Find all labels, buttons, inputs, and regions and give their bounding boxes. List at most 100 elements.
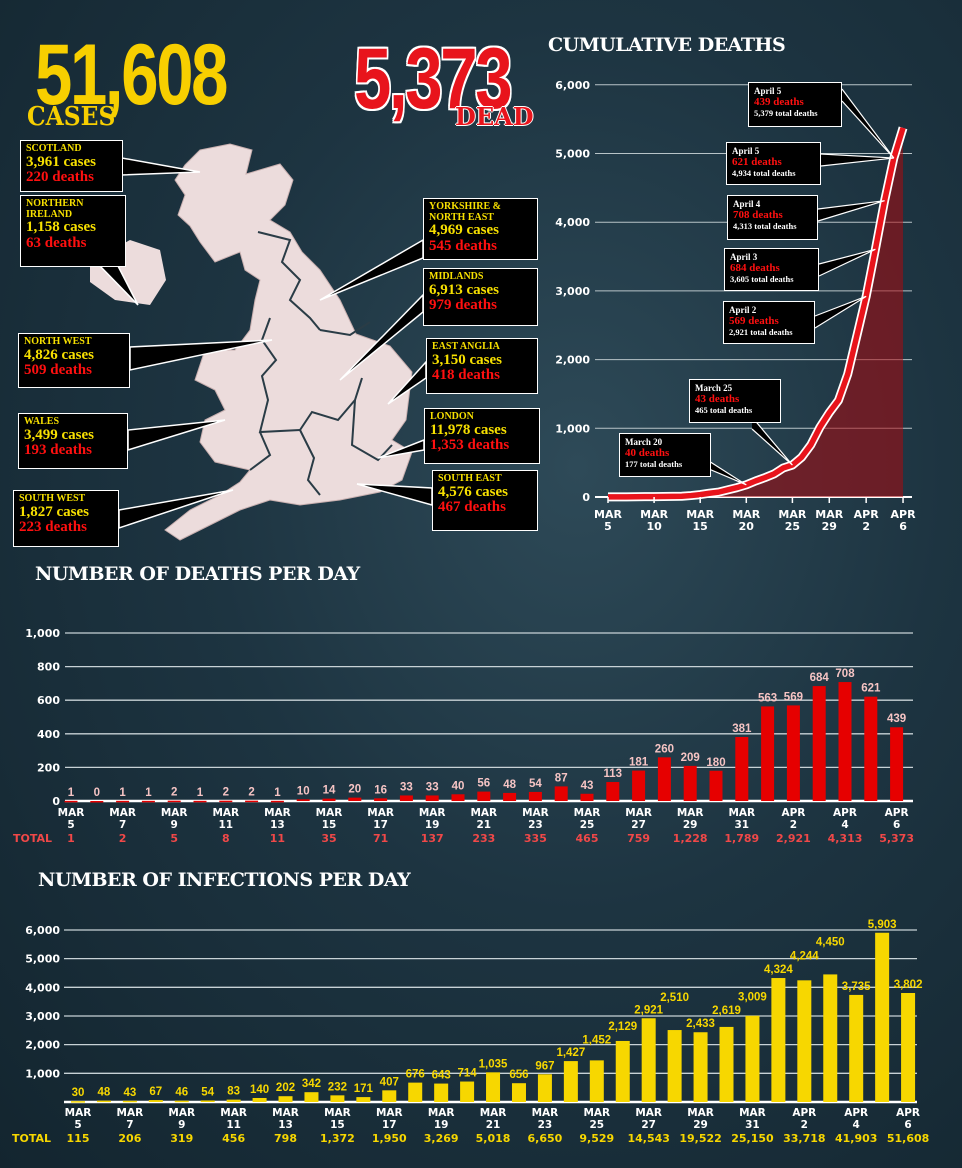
bar-value-label: 1,427	[556, 1047, 585, 1059]
y-tick-label: 200	[37, 761, 60, 774]
bar-value-label: 140	[250, 1084, 269, 1096]
x-tick-day: 6	[893, 819, 900, 831]
y-tick-label: 3,000	[555, 285, 590, 298]
annotation-deaths: 43 deaths	[695, 393, 740, 406]
annotation-march-25: March 25 43 deaths 465 total deaths	[689, 379, 781, 423]
x-tick-day: 25	[589, 1119, 604, 1131]
bar	[64, 800, 78, 803]
x-tick-month: MAR	[58, 807, 85, 819]
bar-value-label: 621	[861, 683, 881, 695]
bar	[71, 1101, 85, 1103]
bar	[875, 932, 890, 1102]
x-tick-total: 71	[373, 832, 388, 845]
bar-value-label: 967	[535, 1060, 554, 1072]
region-cases: 6,913 cases	[429, 281, 499, 298]
y-tick-label: 0	[52, 795, 60, 808]
annotation-deaths: 439 deaths	[754, 96, 804, 109]
bar-value-label: 83	[227, 1086, 240, 1098]
annotation-april-2: April 2 569 deaths 2,921 total deaths	[723, 301, 815, 344]
region-callout-london: LONDON 11,978 cases 1,353 deaths	[424, 408, 540, 464]
x-tick-day: 21	[476, 819, 491, 831]
bar-value-label: 67	[149, 1086, 162, 1098]
x-tick-total: 465	[576, 832, 599, 845]
x-tick-day: 15	[330, 1119, 345, 1131]
bar	[719, 1026, 734, 1102]
x-tick-day: 29	[822, 520, 837, 533]
bar	[270, 800, 284, 803]
x-tick-month: MAR	[109, 807, 136, 819]
region-callout-wales: WALES 3,499 cases 193 deaths	[18, 413, 128, 469]
bar	[245, 800, 259, 803]
x-tick-month: MAR	[732, 508, 760, 521]
x-tick-month: MAR	[65, 1107, 92, 1119]
annotation-leader	[817, 200, 885, 222]
x-tick-day: 20	[739, 520, 755, 533]
x-tick-total: 41,903	[835, 1132, 877, 1145]
bar-value-label: 40	[452, 780, 465, 792]
bar-value-label: 708	[835, 668, 855, 680]
region-deaths: 545 deaths	[429, 237, 497, 254]
bar	[122, 1100, 137, 1103]
bar	[745, 1015, 760, 1102]
x-tick-month: MAR	[522, 807, 549, 819]
bar	[219, 800, 233, 803]
bar	[823, 974, 838, 1102]
x-tick-day: 5	[74, 1119, 81, 1131]
bar-value-label: 171	[354, 1083, 374, 1095]
y-tick-label: 1,000	[25, 627, 60, 640]
x-tick-total: 456	[222, 1132, 245, 1145]
region-cases: 3,961 cases	[26, 153, 96, 170]
bar-value-label: 43	[123, 1087, 136, 1099]
bar-value-label: 48	[98, 1087, 111, 1099]
x-tick-total: 233	[472, 832, 495, 845]
x-tick-day: 11	[218, 819, 233, 831]
bar-value-label: 30	[72, 1087, 85, 1099]
region-deaths: 418 deaths	[432, 367, 500, 384]
bar	[632, 770, 646, 801]
annotation-deaths: 708 deaths	[733, 209, 783, 222]
bar-value-label: 4,450	[816, 936, 845, 948]
bar-value-label: 1,035	[479, 1058, 508, 1070]
region-deaths: 193 deaths	[24, 442, 92, 459]
bar	[477, 791, 491, 801]
annotation-date: April 4	[733, 199, 761, 209]
x-tick-day: 2	[862, 520, 870, 533]
x-tick-month: APR	[896, 1107, 920, 1119]
region-deaths: 979 deaths	[429, 297, 497, 314]
bar-value-label: 10	[297, 785, 310, 797]
bar	[786, 705, 800, 801]
x-tick-day: 7	[126, 1119, 133, 1131]
region-name: SOUTH WEST	[19, 493, 86, 504]
bar	[864, 696, 878, 801]
x-tick-total: 2	[119, 832, 127, 845]
x-tick-day: 2	[801, 1119, 808, 1131]
annotation-leader	[818, 248, 876, 277]
bar	[356, 1097, 371, 1102]
bar-value-label: 3,735	[842, 981, 871, 993]
cumulative-line	[608, 127, 906, 500]
bar-value-label: 1,452	[582, 1034, 611, 1046]
bar-value-label: 2	[223, 787, 229, 799]
x-tick-total: 1,228	[673, 832, 708, 845]
x-tick-month: MAR	[778, 508, 806, 521]
bar-value-label: 2,129	[608, 1021, 637, 1033]
x-tick-day: 13	[278, 1119, 293, 1131]
y-tick-label: 400	[37, 728, 60, 741]
bar	[511, 1083, 526, 1102]
x-tick-day: 17	[373, 819, 388, 831]
bar-value-label: 20	[348, 784, 361, 796]
region-cases: 1,158 cases	[26, 219, 96, 235]
x-tick-month: MAR	[677, 807, 704, 819]
bar-value-label: 5,903	[868, 919, 897, 931]
bar-value-label: 1	[274, 787, 281, 799]
x-tick-total: 11	[270, 832, 285, 845]
x-tick-month: MAR	[376, 1107, 403, 1119]
bar	[382, 1090, 397, 1102]
region-deaths: 1,353 deaths	[430, 437, 510, 454]
x-tick-total: 3,269	[424, 1132, 459, 1145]
bar	[296, 799, 310, 801]
region-cases: 4,969 cases	[429, 222, 499, 238]
region-name: YORKSHIRE & NORTH EAST	[429, 201, 501, 223]
x-tick-month: MAR	[815, 508, 843, 521]
y-tick-label: 5,000	[25, 953, 60, 966]
